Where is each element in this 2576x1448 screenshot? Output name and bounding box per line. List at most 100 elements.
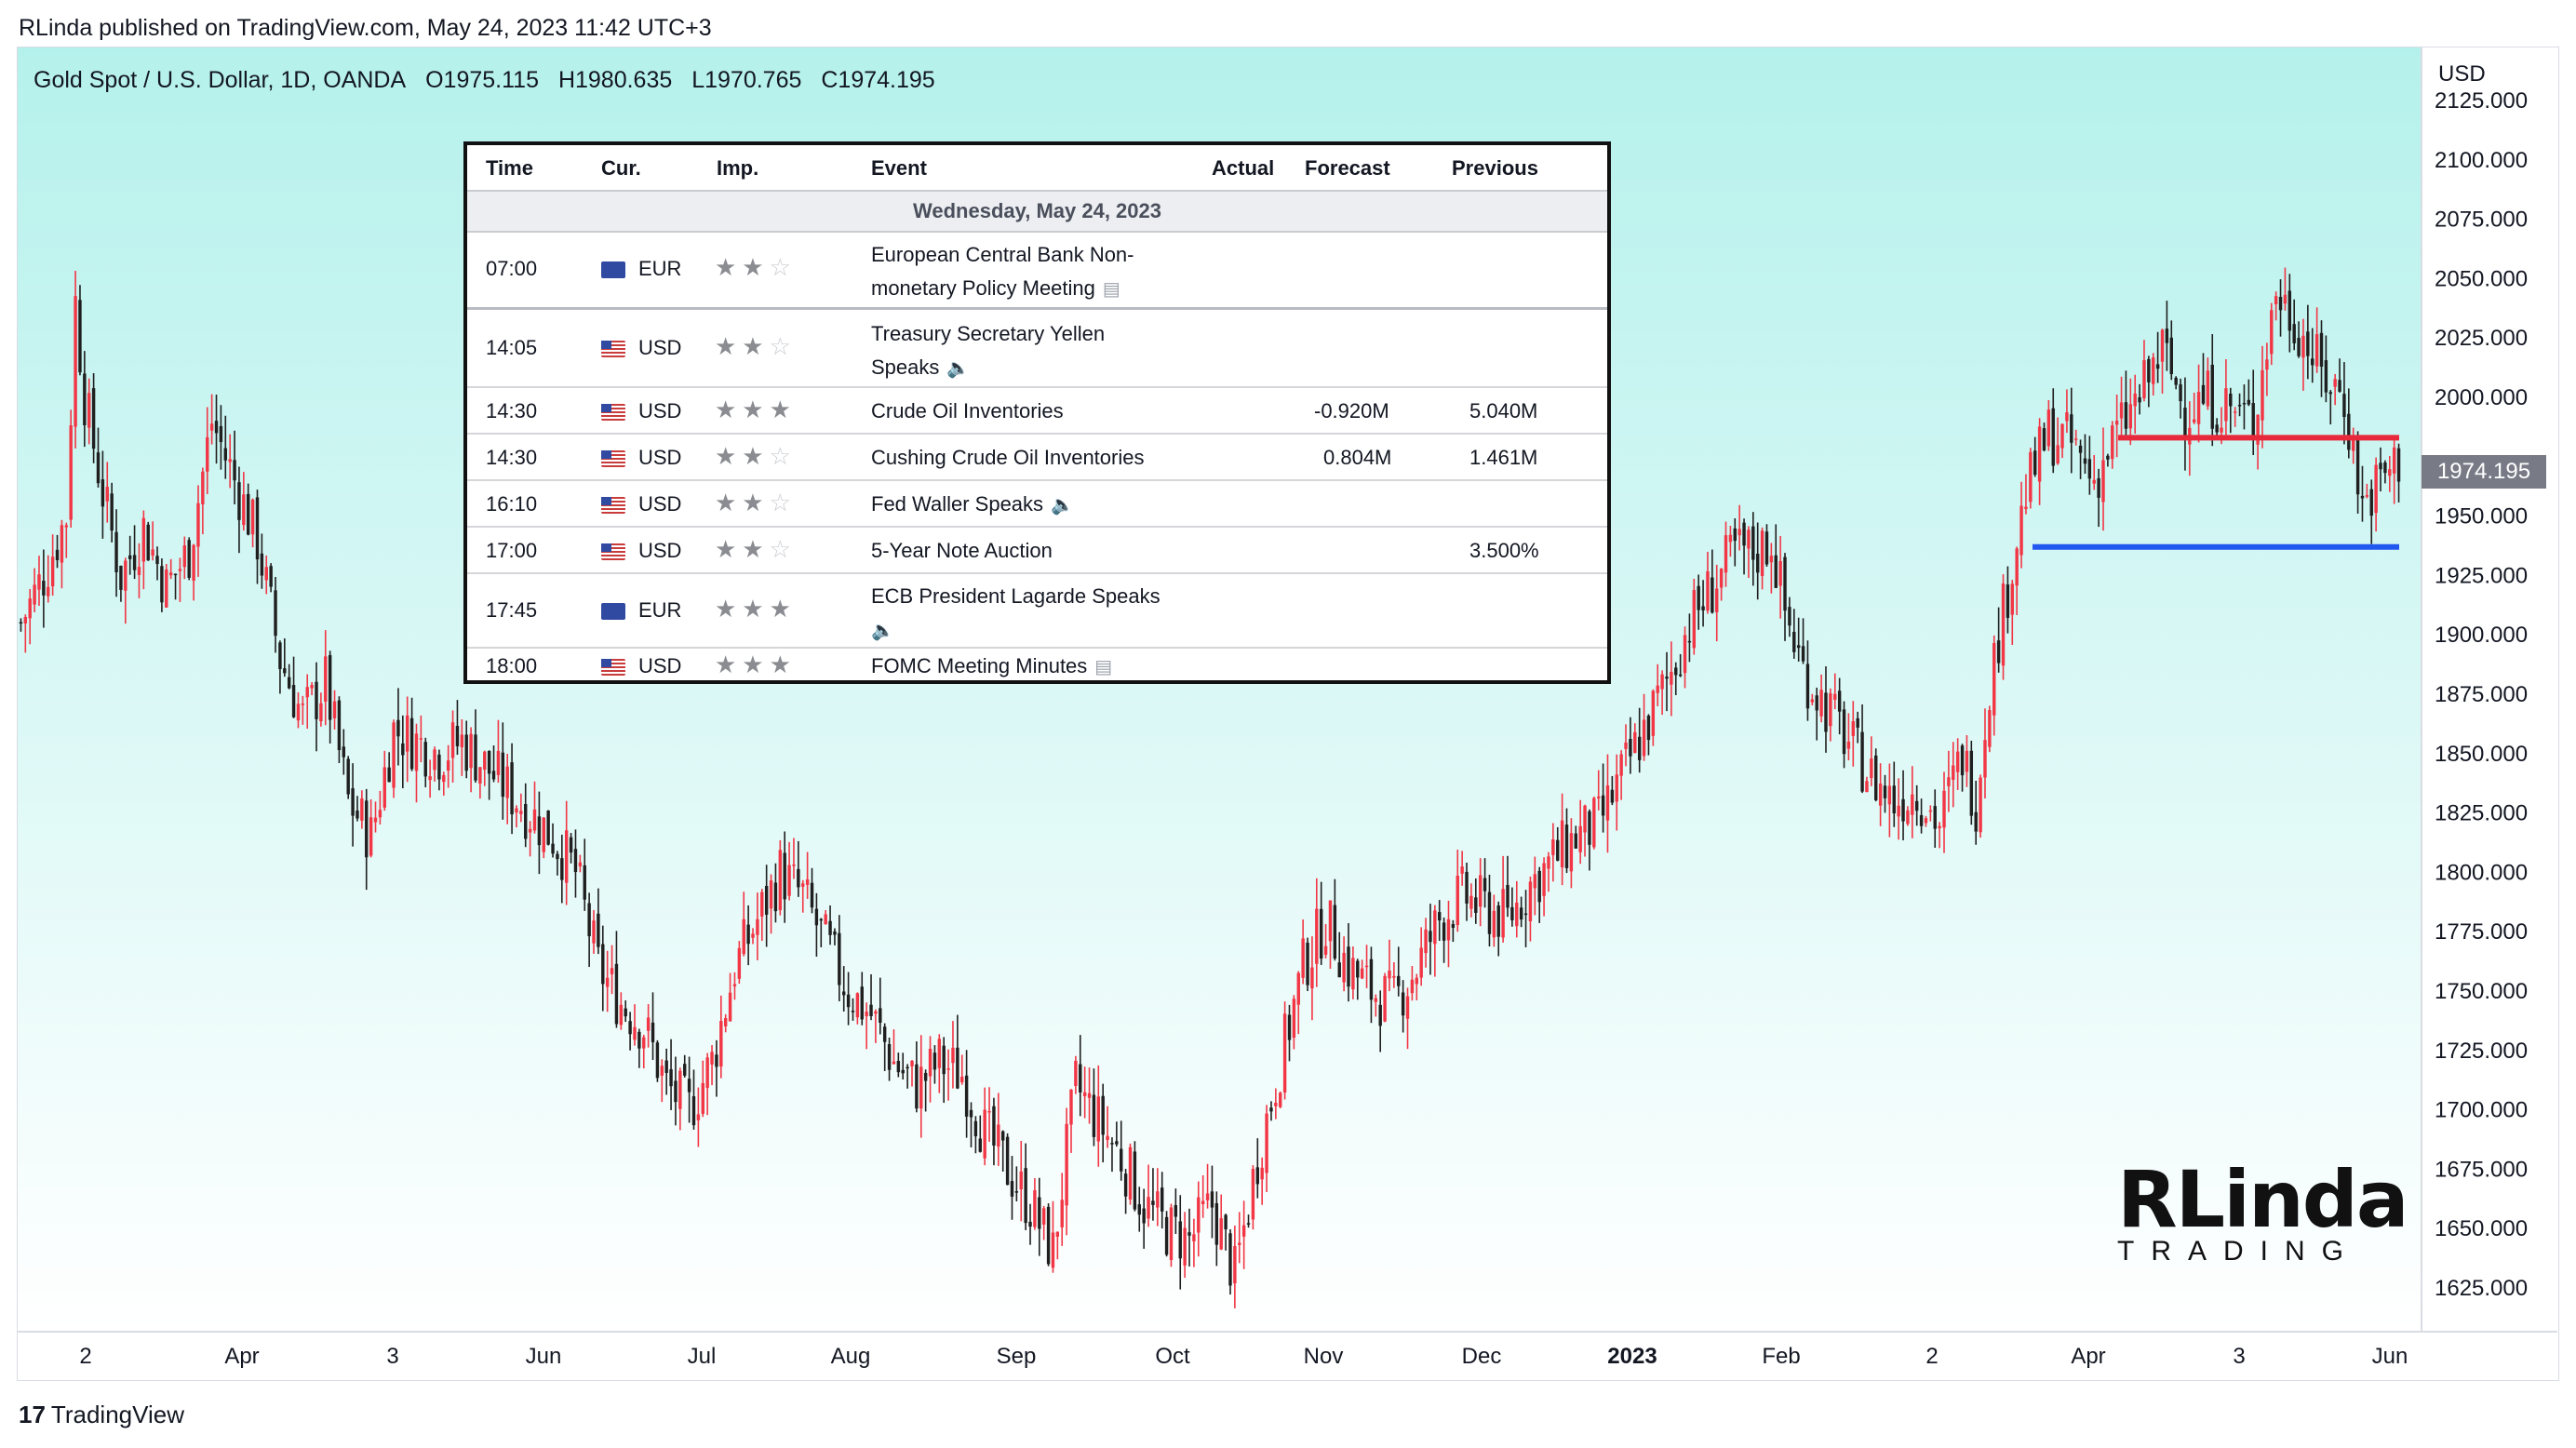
candle-body [1564, 825, 1569, 868]
candle-body [906, 1066, 909, 1069]
candle-body [2015, 548, 2019, 586]
candle-body [2051, 408, 2055, 466]
speaker-icon[interactable]: 🔈 [871, 621, 894, 641]
candle-body [614, 963, 619, 1025]
candle-body [2056, 445, 2059, 463]
calendar-row[interactable]: 14:30 USD ★★☆ Cushing Crude Oil Inventor… [467, 435, 1607, 481]
candle-body [1724, 535, 1728, 573]
importance-stars: ★★☆ [715, 442, 797, 470]
candle-body [1933, 806, 1937, 829]
candle-body [1005, 1136, 1010, 1186]
candle-body [1728, 534, 1733, 543]
event-time: 17:00 [486, 539, 538, 562]
candle-body [1438, 912, 1442, 921]
candle-body [887, 1044, 892, 1070]
candle-body [2292, 324, 2296, 343]
calendar-row[interactable]: 14:30 USD ★★★ Crude Oil Inventories -0.9… [467, 388, 1607, 435]
candle-body [942, 1045, 946, 1075]
time-tick: Dec [1461, 1344, 1502, 1369]
candle-body [283, 668, 287, 674]
candle-body [1523, 913, 1528, 916]
candle-body [332, 701, 337, 718]
candle-body [1224, 1214, 1228, 1229]
candle-body [1374, 998, 1378, 1002]
candle-body [2388, 469, 2392, 476]
candle-body [1142, 1208, 1146, 1224]
economic-calendar[interactable]: Time Cur. Imp. Event Actual Forecast Pre… [463, 141, 1611, 684]
candle-body [1033, 1190, 1037, 1227]
candle-body [669, 1069, 673, 1087]
calendar-row[interactable]: 17:00 USD ★★☆ 5-Year Note Auction 3.500% [467, 528, 1607, 574]
candle-body [587, 903, 591, 937]
symbol-name[interactable]: Gold Spot / U.S. Dollar, 1D, OANDA [34, 67, 407, 93]
candle-body [1605, 785, 1610, 821]
candle-body [1219, 1218, 1223, 1250]
event-name[interactable]: 5-Year Note Auction [871, 539, 1053, 562]
price-tick: 1650.000 [2435, 1216, 2528, 1241]
candle-body [551, 843, 555, 854]
candle-body [983, 1109, 986, 1159]
candle-body [287, 677, 291, 689]
event-name[interactable]: Cushing Crude Oil Inventories [871, 446, 1145, 469]
candle-body [192, 544, 195, 581]
candle-body [187, 540, 191, 578]
candle-body [1510, 906, 1514, 920]
event-currency: USD [601, 399, 681, 423]
candle-body [1851, 720, 1856, 736]
candle-body [719, 1021, 723, 1067]
candle-body [146, 524, 150, 561]
candle-body [392, 722, 396, 788]
candle-body [1960, 745, 1965, 776]
candle-body [1074, 1060, 1078, 1087]
speaker-icon[interactable]: 🔈 [946, 358, 971, 379]
candle-body [642, 1037, 646, 1049]
candle-body [1347, 946, 1350, 987]
calendar-row[interactable]: 16:10 USD ★★☆ Fed Waller Speaks 🔈 [467, 481, 1607, 528]
price-unit[interactable]: USD [2438, 61, 2486, 87]
candle-body [69, 425, 73, 520]
time-tick: Jun [525, 1344, 562, 1369]
candle-body [1737, 529, 1741, 536]
candle-body [896, 1061, 901, 1073]
tradingview-brand[interactable]: 17 TradingView [19, 1401, 184, 1429]
time-tick: Feb [1762, 1344, 1801, 1369]
document-icon[interactable]: ▤ [1102, 279, 1120, 300]
candle-body [2261, 369, 2264, 421]
calendar-row[interactable]: 14:05 USD ★★☆ Treasury Secretary Yellen S… [467, 310, 1607, 388]
candle-body [469, 733, 473, 769]
price-tick: 2125.000 [2435, 88, 2528, 114]
candle-body [1292, 999, 1296, 1039]
calendar-row[interactable]: 07:00 EUR ★★☆ European Central Bank Non-… [467, 231, 1607, 310]
candle-body [524, 804, 528, 839]
candle-body [2229, 394, 2233, 407]
calendar-row[interactable]: 18:00 USD ★★★ FOMC Meeting Minutes ▤ [467, 649, 1607, 684]
candle-body [1764, 531, 1769, 565]
speaker-icon[interactable]: 🔈 [1051, 495, 1074, 516]
candle-body [460, 734, 464, 747]
document-icon[interactable]: ▤ [1094, 657, 1113, 677]
candle-body [1041, 1208, 1046, 1225]
candle-body [1860, 731, 1864, 792]
candle-body [1633, 731, 1637, 754]
event-name[interactable]: Fed Waller Speaks 🔈 [871, 492, 1074, 516]
candle-body [1383, 975, 1387, 1022]
event-name[interactable]: ECB President Lagarde Speaks 🔈 [871, 580, 1161, 648]
candle-body [2087, 459, 2092, 479]
candle-body [2183, 408, 2187, 438]
event-name[interactable]: FOMC Meeting Minutes ▤ [871, 654, 1113, 677]
col-previous: Previous [1452, 156, 1538, 180]
candle-body [1019, 1171, 1023, 1189]
candle-body [564, 830, 569, 883]
candle-body [1055, 1231, 1060, 1237]
candle-body [1874, 755, 1878, 800]
calendar-row[interactable]: 17:45 EUR ★★★ ECB President Lagarde Spea… [467, 574, 1607, 649]
event-name[interactable]: European Central Bank Non-monetary Polic… [871, 238, 1134, 306]
event-name[interactable]: Treasury Secretary Yellen Speaks 🔈 [871, 317, 1105, 385]
candle-body [483, 751, 487, 771]
candle-body [1487, 892, 1492, 934]
event-name[interactable]: Crude Oil Inventories [871, 399, 1064, 422]
candle-body [260, 553, 264, 576]
candle-body [442, 774, 446, 783]
candle-body [387, 767, 391, 783]
chart-frame[interactable] [17, 47, 2559, 1381]
